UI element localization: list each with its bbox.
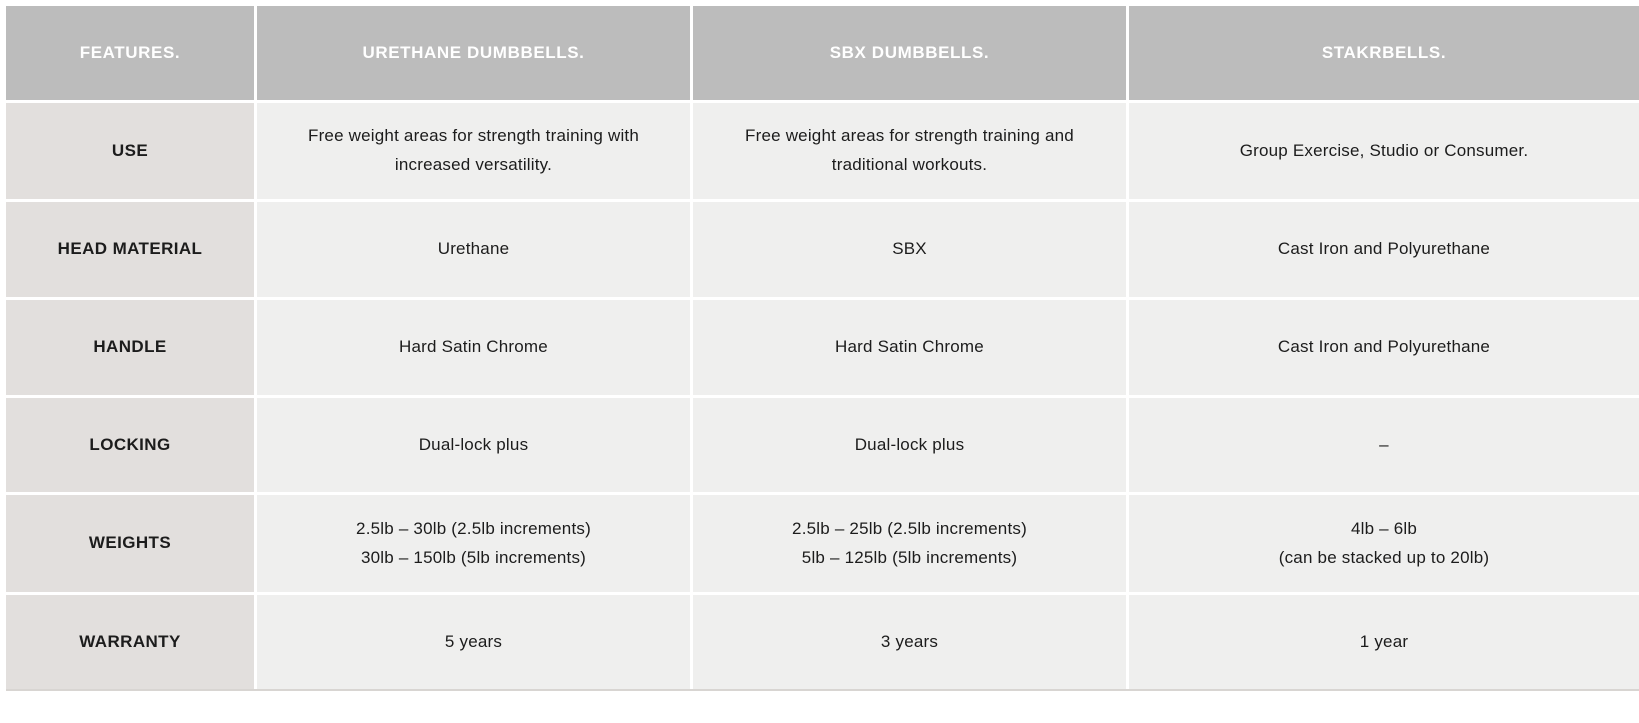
cell-handle-urethane: Hard Satin Chrome xyxy=(257,300,690,395)
cell-use-sbx: Free weight areas for strength training … xyxy=(693,103,1126,199)
cell-head-material-urethane: Urethane xyxy=(257,202,690,297)
cell-handle-sbx: Hard Satin Chrome xyxy=(693,300,1126,395)
cell-weights-stakrbells: 4lb – 6lb (can be stacked up to 20lb) xyxy=(1129,495,1639,592)
header-cell-sbx: SBX DUMBBELLS. xyxy=(693,6,1126,100)
cell-head-material-sbx: SBX xyxy=(693,202,1126,297)
cell-warranty-sbx: 3 years xyxy=(693,595,1126,689)
cell-use-urethane: Free weight areas for strength training … xyxy=(257,103,690,199)
cell-locking-stakrbells: – xyxy=(1129,398,1639,492)
cell-head-material-stakrbells: Cast Iron and Polyurethane xyxy=(1129,202,1639,297)
feature-label-handle: HANDLE xyxy=(6,300,254,395)
feature-label-use: USE xyxy=(6,103,254,199)
header-cell-features: FEATURES. xyxy=(6,6,254,100)
header-cell-urethane: URETHANE DUMBBELLS. xyxy=(257,6,690,100)
cell-warranty-stakrbells: 1 year xyxy=(1129,595,1639,689)
cell-locking-sbx: Dual-lock plus xyxy=(693,398,1126,492)
feature-label-weights: WEIGHTS xyxy=(6,495,254,592)
cell-handle-stakrbells: Cast Iron and Polyurethane xyxy=(1129,300,1639,395)
feature-label-head-material: HEAD MATERIAL xyxy=(6,202,254,297)
cell-use-stakrbells: Group Exercise, Studio or Consumer. xyxy=(1129,103,1639,199)
cell-weights-sbx: 2.5lb – 25lb (2.5lb increments) 5lb – 12… xyxy=(693,495,1126,592)
cell-locking-urethane: Dual-lock plus xyxy=(257,398,690,492)
cell-warranty-urethane: 5 years xyxy=(257,595,690,689)
feature-label-locking: LOCKING xyxy=(6,398,254,492)
feature-label-warranty: WARRANTY xyxy=(6,595,254,689)
product-comparison-table: FEATURES. URETHANE DUMBBELLS. SBX DUMBBE… xyxy=(6,6,1639,691)
header-cell-stakrbells: STAKRBELLS. xyxy=(1129,6,1639,100)
cell-weights-urethane: 2.5lb – 30lb (2.5lb increments) 30lb – 1… xyxy=(257,495,690,592)
